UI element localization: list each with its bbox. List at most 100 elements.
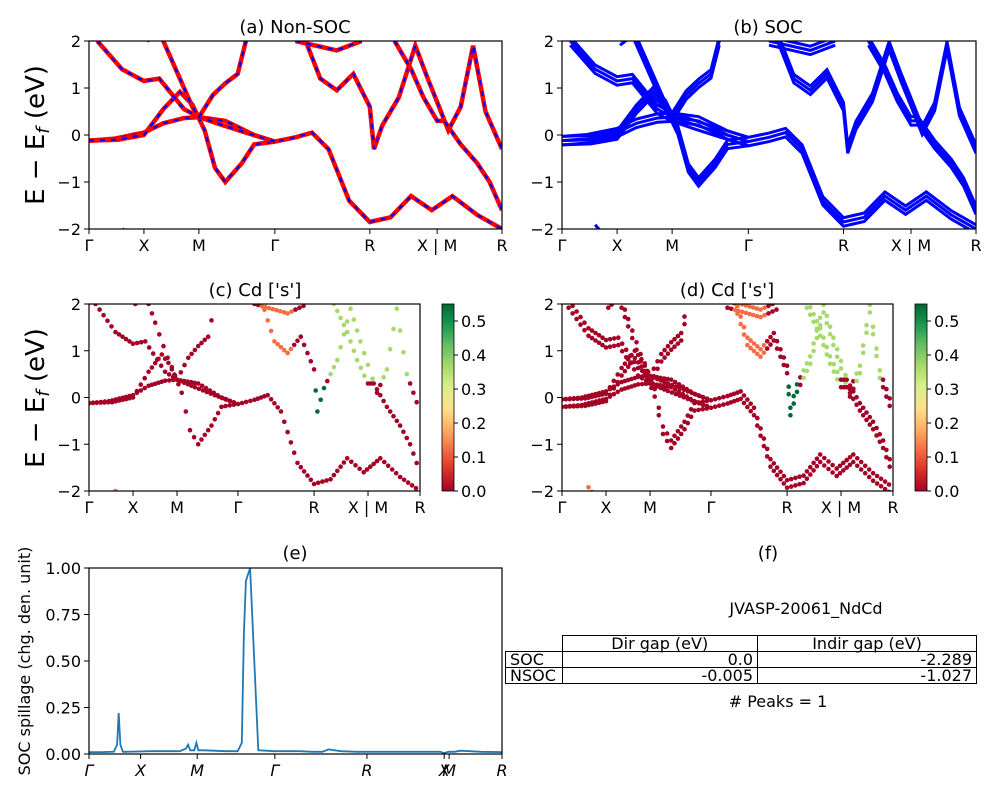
- projection-dot: [186, 355, 191, 361]
- band-line: [867, 44, 976, 216]
- projection-dot: [755, 423, 760, 428]
- projection-dot: [781, 481, 787, 486]
- panel-e: (e) SOC spillage (chg. den. unit) 0.00 0.…: [15, 543, 508, 780]
- projection-dot: [593, 393, 598, 399]
- projection-dot: [606, 298, 611, 303]
- projection-dot: [208, 391, 214, 396]
- x-tick-label: Γ: [85, 761, 95, 780]
- panel-e-ylabel: SOC spillage (chg. den. unit): [15, 547, 34, 776]
- projection-dot: [615, 372, 620, 377]
- projection-dot: [781, 473, 787, 479]
- panel-d-colorbar: 0.0 0.1 0.2 0.3 0.4 0.5: [914, 303, 959, 501]
- projection-dot: [732, 307, 738, 313]
- projection-dot: [371, 461, 377, 467]
- projection-dot: [600, 399, 605, 405]
- projection-dot: [288, 346, 294, 352]
- projection-dot: [134, 340, 140, 346]
- projection-dot: [651, 373, 657, 379]
- y-tick-label: 2: [71, 32, 81, 51]
- projection-dot: [784, 477, 790, 483]
- projection-dot: [603, 337, 609, 343]
- projection-dot: [847, 455, 853, 460]
- spillage-line: [89, 567, 503, 755]
- projection-dot: [404, 371, 410, 377]
- projection-dot: [94, 400, 99, 406]
- x-tick-label: R: [887, 498, 898, 517]
- projection-dot: [579, 396, 584, 401]
- projection-dot: [855, 463, 860, 469]
- x-tick-label: M: [442, 761, 456, 780]
- panel-c-dots: [89, 304, 420, 491]
- projection-dot: [353, 463, 358, 468]
- projection-dot: [774, 472, 780, 478]
- projection-dot: [747, 304, 752, 309]
- projection-dot: [338, 464, 343, 470]
- projection-dot: [831, 335, 836, 341]
- projection-dot: [821, 304, 826, 308]
- projection-dot: [364, 467, 370, 472]
- row-label: SOC: [505, 651, 563, 668]
- projection-dot: [627, 361, 633, 366]
- projection-dot: [574, 309, 579, 314]
- projection-dot: [761, 443, 767, 449]
- projection-dot: [750, 305, 756, 310]
- projection-dot: [414, 399, 420, 405]
- projection-dot: [277, 309, 283, 314]
- projection-dot: [762, 305, 767, 311]
- projection-dot: [613, 299, 618, 304]
- projection-dot: [675, 428, 681, 434]
- projection-dot: [154, 357, 160, 362]
- y-tick-label: 2: [544, 295, 554, 314]
- x-tick-label: X: [128, 498, 139, 517]
- projection-dot: [797, 481, 802, 487]
- projection-dot: [158, 363, 164, 369]
- projection-dot: [142, 385, 147, 391]
- projection-dot: [739, 304, 745, 307]
- projection-dot: [768, 456, 773, 462]
- projection-dot: [282, 347, 287, 353]
- projection-dot: [589, 402, 595, 407]
- panel-f-subtitle: JVASP-20061_NdCd: [728, 599, 882, 619]
- projection-dot: [331, 364, 337, 370]
- projection-dot: [378, 382, 383, 388]
- projection-dot: [672, 379, 678, 385]
- projection-dot: [191, 434, 197, 440]
- projection-dot: [157, 332, 162, 337]
- projection-dot: [639, 381, 645, 387]
- projection-dot: [866, 474, 872, 480]
- projection-dot: [870, 478, 876, 484]
- projection-dot: [349, 459, 354, 465]
- y-tick-label: 0: [71, 389, 81, 408]
- projection-dot: [338, 315, 343, 321]
- projection-dot: [834, 466, 839, 471]
- projection-dot: [660, 424, 666, 429]
- x-tick-label: R: [361, 761, 372, 780]
- x-tick-label: X: [138, 236, 149, 255]
- projection-dot: [348, 306, 353, 312]
- projection-dot: [692, 408, 697, 413]
- projection-dot: [204, 389, 210, 395]
- projection-dot: [838, 366, 844, 371]
- projection-dot: [662, 379, 667, 385]
- projection-dot: [274, 307, 279, 313]
- projection-dot: [195, 381, 201, 386]
- projection-dot: [354, 328, 360, 333]
- y-tick-label: 1: [71, 342, 81, 361]
- projection-dot: [867, 414, 873, 420]
- band-line: [569, 44, 749, 148]
- panel-b-bands: [562, 41, 976, 229]
- projection-dot: [411, 451, 416, 456]
- projection-dot: [209, 318, 214, 323]
- projection-dot: [858, 459, 864, 465]
- projection-dot: [886, 489, 892, 491]
- projection-dot: [880, 438, 886, 443]
- projection-dot: [754, 313, 760, 319]
- projection-dot: [308, 477, 314, 483]
- projection-dot: [860, 350, 866, 356]
- projection-dot: [607, 336, 613, 342]
- projection-dot: [834, 354, 840, 360]
- projection-dot: [586, 485, 591, 490]
- projection-dot: [625, 324, 631, 329]
- projection-dot: [758, 433, 763, 439]
